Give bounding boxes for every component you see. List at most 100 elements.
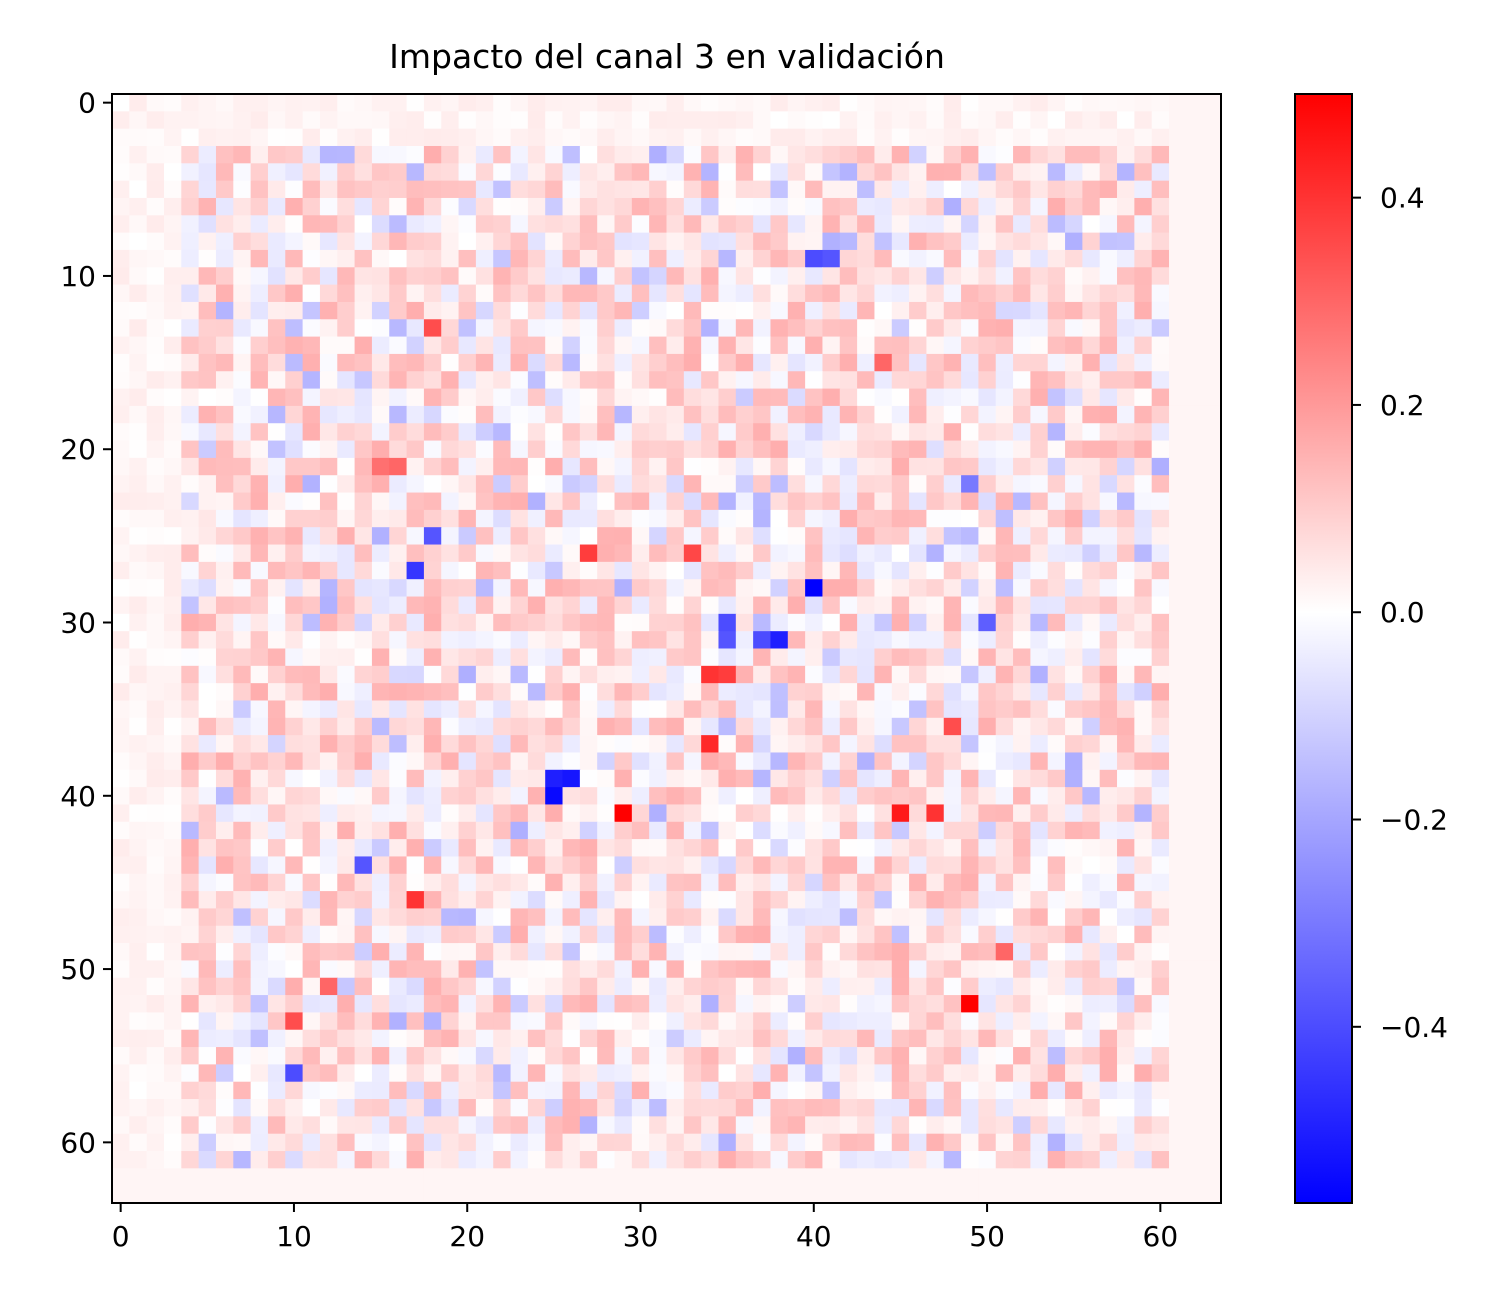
heatmap-cell (1082, 856, 1101, 875)
heatmap-cell (354, 1029, 373, 1048)
heatmap-cell (233, 336, 252, 355)
heatmap-cell (1082, 943, 1101, 962)
heatmap-cell (614, 735, 633, 754)
heatmap-cell (545, 197, 564, 216)
heatmap-cell (1134, 839, 1153, 858)
heatmap-cell (215, 423, 234, 442)
heatmap-cell (1013, 405, 1031, 424)
heatmap-cell (735, 943, 754, 962)
heatmap-cell (371, 1064, 390, 1083)
heatmap-cell (458, 1081, 477, 1100)
heatmap-cell (1117, 648, 1135, 667)
heatmap-cell (319, 977, 338, 996)
heatmap-cell (302, 509, 321, 528)
heatmap-cell (614, 596, 633, 615)
heatmap-cell (267, 163, 286, 182)
heatmap-cell (978, 700, 997, 719)
heatmap-cell (978, 787, 997, 806)
heatmap-cell (1099, 735, 1118, 754)
heatmap-cell (371, 925, 390, 944)
heatmap-cell (1151, 787, 1170, 806)
heatmap-cell (631, 475, 650, 494)
heatmap-cell (129, 579, 148, 598)
heatmap-cell (822, 856, 841, 875)
heatmap-cell (770, 163, 789, 182)
heatmap-cell (475, 475, 494, 494)
heatmap-cell (1169, 94, 1187, 112)
heatmap-cell (354, 960, 373, 979)
heatmap-cell (961, 1116, 980, 1135)
heatmap-cell (302, 908, 321, 927)
heatmap-cell (649, 960, 668, 979)
heatmap-cell (579, 1081, 598, 1100)
heatmap-cell (857, 440, 876, 459)
heatmap-cell (1082, 353, 1101, 372)
heatmap-cell (267, 1029, 286, 1048)
heatmap-cell (1151, 613, 1170, 632)
heatmap-cell (718, 319, 737, 338)
heatmap-cell (666, 371, 685, 390)
heatmap-cell (631, 319, 650, 338)
heatmap-cell (441, 579, 460, 598)
heatmap-cell (683, 371, 702, 390)
heatmap-cell (1151, 1185, 1170, 1204)
heatmap-cell (701, 1133, 720, 1152)
heatmap-cell (579, 648, 598, 667)
heatmap-cell (597, 752, 616, 771)
heatmap-cell (112, 128, 130, 147)
heatmap-cell (857, 163, 876, 182)
heatmap-cell (406, 925, 425, 944)
heatmap-cell (579, 371, 598, 390)
heatmap-cell (475, 544, 494, 563)
heatmap-cell (683, 1064, 702, 1083)
heatmap-cell (1082, 977, 1101, 996)
heatmap-cell (683, 561, 702, 580)
heatmap-cell (1117, 856, 1135, 875)
heatmap-cell (354, 94, 373, 112)
heatmap-cell (614, 943, 633, 962)
heatmap-cell (1169, 111, 1187, 130)
heatmap-cell (579, 1168, 598, 1187)
heatmap-cell (475, 371, 494, 390)
heatmap-cell (891, 908, 910, 927)
heatmap-cell (614, 405, 633, 424)
heatmap-cell (1013, 267, 1031, 286)
heatmap-cell (1099, 319, 1118, 338)
heatmap-cell (129, 145, 148, 164)
heatmap-cell (1082, 1168, 1101, 1187)
heatmap-cell (666, 180, 685, 199)
heatmap-cell (961, 1047, 980, 1065)
heatmap-cell (510, 371, 529, 390)
heatmap-cell (614, 821, 633, 840)
heatmap-cell (423, 995, 442, 1013)
heatmap-cell (718, 544, 737, 563)
heatmap-cell (371, 145, 390, 164)
heatmap-cell (1134, 215, 1153, 234)
heatmap-cell (614, 787, 633, 806)
heatmap-cell (978, 717, 997, 736)
heatmap-cell (1203, 752, 1222, 771)
heatmap-cell (302, 440, 321, 459)
heatmap-cell (458, 752, 477, 771)
heatmap-cell (666, 475, 685, 494)
heatmap-cell (1099, 232, 1118, 251)
heatmap-cell (406, 787, 425, 806)
heatmap-cell (649, 891, 668, 910)
heatmap-cell (1082, 388, 1101, 407)
heatmap-cell (1117, 527, 1135, 546)
heatmap-cell (1186, 596, 1205, 615)
heatmap-cell (1082, 787, 1101, 806)
heatmap-cell (978, 301, 997, 320)
heatmap-cell (112, 960, 130, 979)
heatmap-cell (441, 232, 460, 251)
heatmap-cell (1047, 405, 1066, 424)
heatmap-cell (1047, 388, 1066, 407)
heatmap-cell (389, 1133, 408, 1152)
heatmap-cell (753, 145, 772, 164)
heatmap-cell (112, 613, 130, 632)
heatmap-cell (423, 717, 442, 736)
heatmap-cell (978, 665, 997, 684)
heatmap-cell (475, 423, 494, 442)
heatmap-cell (458, 405, 477, 424)
heatmap-cell (1203, 787, 1222, 806)
